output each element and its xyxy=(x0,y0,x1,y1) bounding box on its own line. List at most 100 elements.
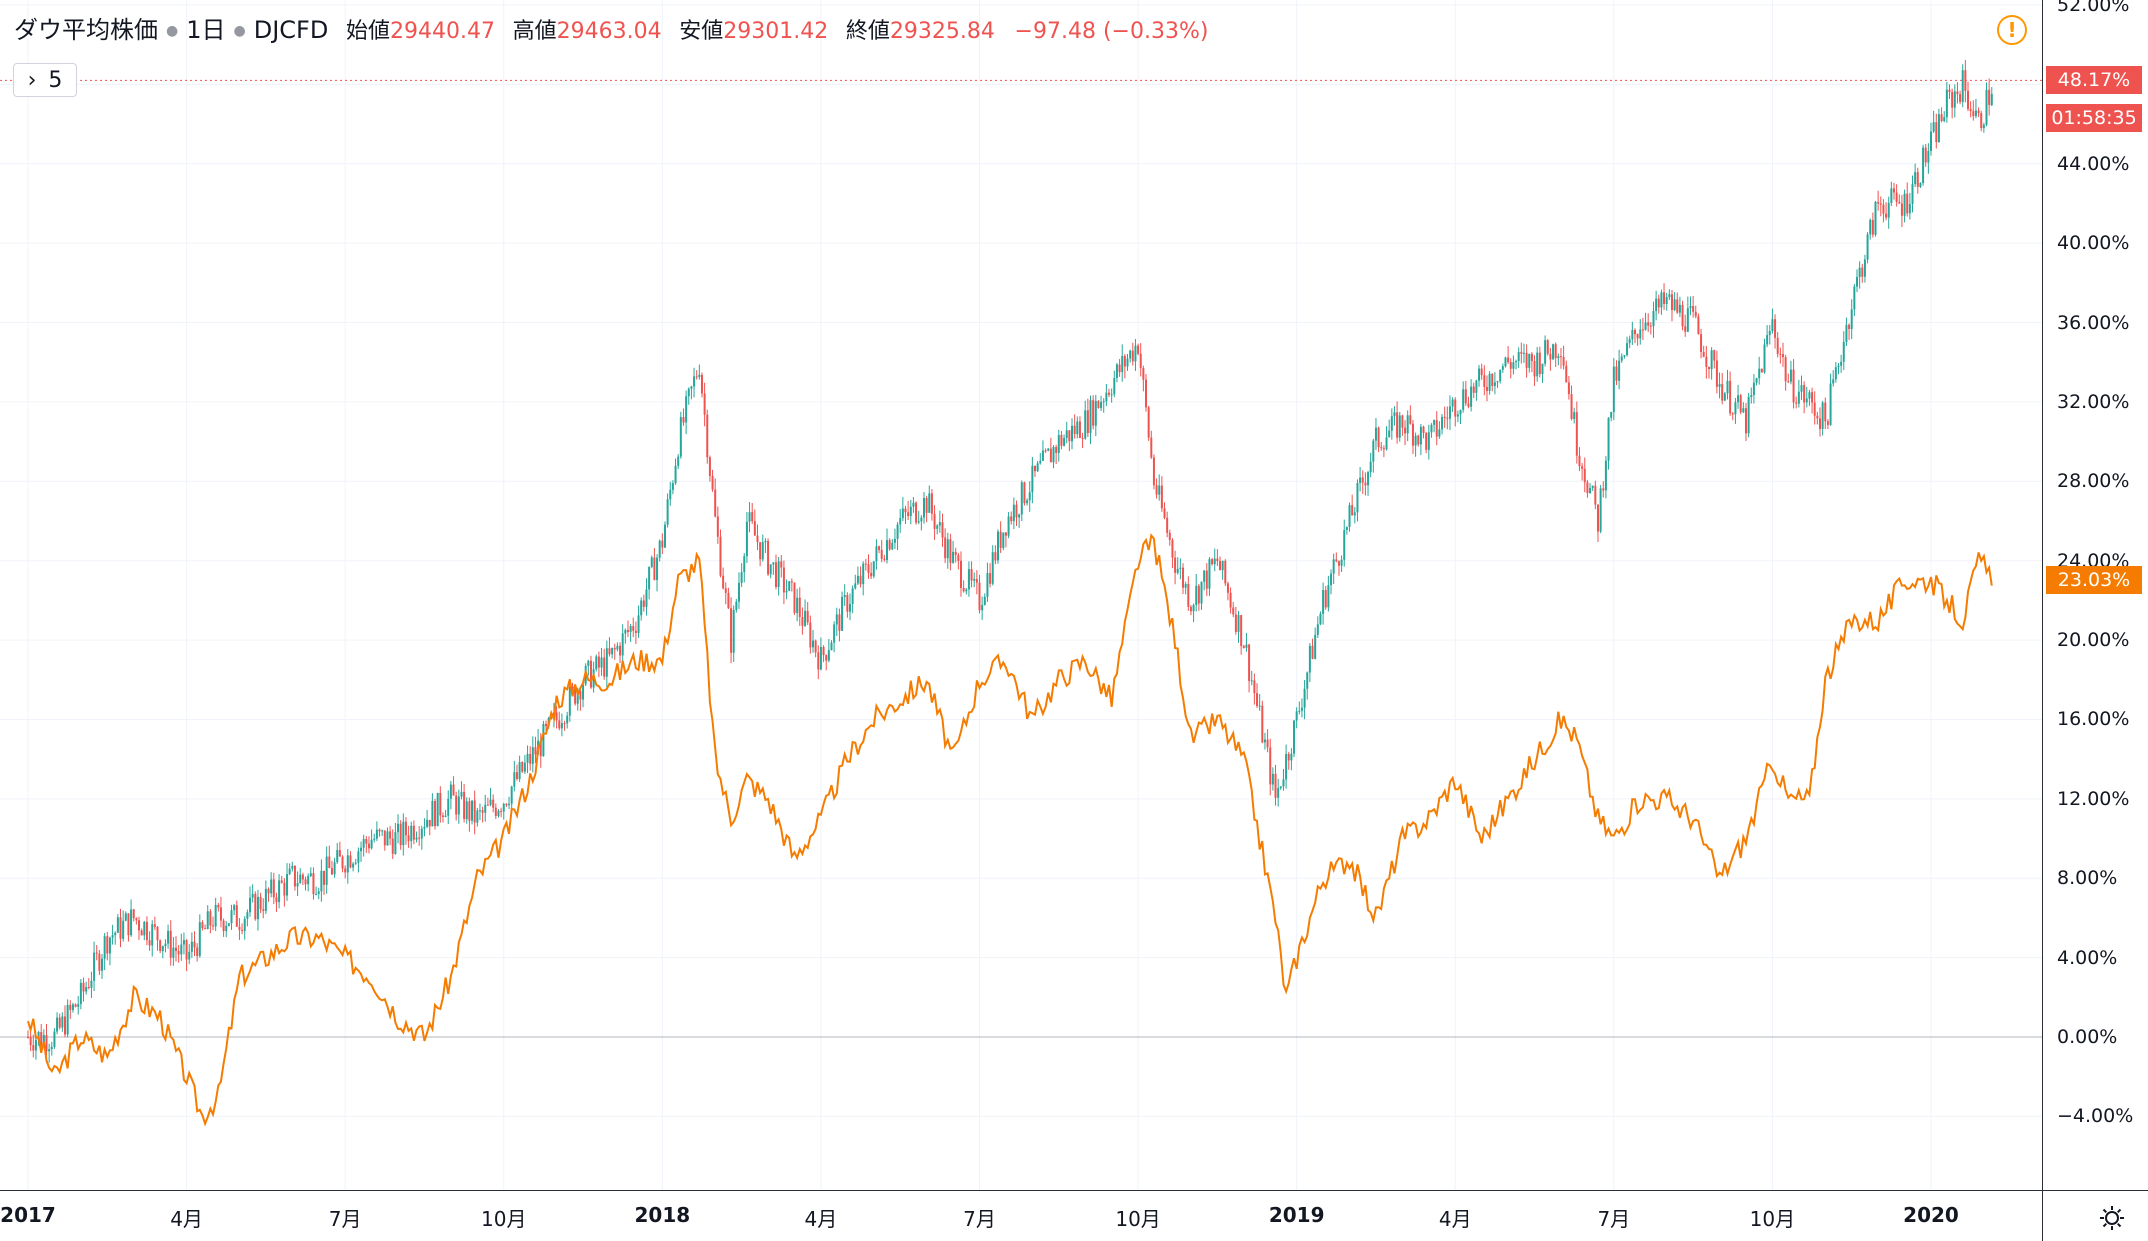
candle xyxy=(896,522,899,551)
warning-icon[interactable]: ! xyxy=(1997,15,2027,45)
candle xyxy=(241,923,244,935)
candle xyxy=(373,833,376,843)
price-chart[interactable] xyxy=(0,0,2042,1190)
candle xyxy=(127,913,130,942)
candle xyxy=(370,829,373,850)
candle xyxy=(161,945,164,959)
candle xyxy=(79,978,82,1010)
time-axis[interactable]: 2017 4月 7月 10月 2018 4月 7月 10月 2019 4月 7月 10月 2020 xyxy=(0,1190,2042,1241)
candle xyxy=(352,861,355,872)
candle xyxy=(1438,421,1441,439)
candle xyxy=(841,591,844,632)
candle xyxy=(447,790,450,825)
candle xyxy=(560,713,563,737)
candle xyxy=(1351,494,1354,516)
candle xyxy=(286,863,289,901)
candle xyxy=(1628,335,1631,349)
candle xyxy=(930,488,933,521)
candle xyxy=(193,931,196,957)
candle xyxy=(558,711,561,731)
candle xyxy=(262,898,265,919)
candle xyxy=(1485,375,1488,402)
candle xyxy=(1525,344,1528,378)
candle xyxy=(1451,397,1454,412)
candle xyxy=(912,497,915,513)
candle xyxy=(344,865,347,879)
candle xyxy=(1036,461,1039,473)
candle xyxy=(1171,538,1174,569)
candle xyxy=(1448,395,1451,431)
candle xyxy=(1504,356,1507,368)
candle xyxy=(1813,391,1816,425)
candle xyxy=(1232,601,1235,618)
candle xyxy=(1758,356,1761,385)
candle xyxy=(1663,283,1666,310)
candle xyxy=(1707,366,1710,379)
candle xyxy=(1353,507,1356,524)
legend-separator-dot: ● xyxy=(166,23,179,39)
change-value: −97.48 (−0.33%) xyxy=(1014,19,1209,44)
candle xyxy=(521,761,524,774)
candle xyxy=(597,651,600,678)
candle xyxy=(724,582,727,605)
candle xyxy=(394,823,397,855)
candle xyxy=(632,617,635,638)
candle xyxy=(838,608,841,642)
candle xyxy=(862,561,865,596)
candle xyxy=(293,865,296,891)
candle xyxy=(745,511,748,563)
candle xyxy=(441,812,444,823)
candle xyxy=(1205,563,1208,596)
candle xyxy=(1615,360,1618,386)
gear-icon[interactable] xyxy=(2099,1205,2125,1231)
candle xyxy=(431,793,434,827)
x-tick-label: 2018 xyxy=(634,1203,691,1227)
candle xyxy=(156,925,159,951)
candle xyxy=(1345,526,1348,535)
interval-label[interactable]: 1日 xyxy=(186,16,226,44)
candle xyxy=(848,593,851,621)
candle xyxy=(1670,289,1673,322)
candle xyxy=(1493,372,1496,395)
bar-countdown-label: 01:58:35 xyxy=(2046,104,2142,133)
candle xyxy=(1361,470,1364,494)
candlestick-series xyxy=(27,59,1993,1063)
candle xyxy=(1898,194,1901,204)
low-value: 29301.42 xyxy=(723,19,829,44)
candle xyxy=(822,645,825,663)
x-tick-label: 2019 xyxy=(1268,1203,1325,1227)
candle xyxy=(1406,410,1409,442)
candle xyxy=(1168,529,1171,546)
candle xyxy=(1911,175,1914,213)
indicator-collapse-button[interactable]: › 5 xyxy=(13,63,77,97)
candle xyxy=(973,572,976,588)
candle xyxy=(426,809,429,829)
chart-settings-corner[interactable] xyxy=(2042,1190,2148,1241)
candle xyxy=(93,941,96,992)
candle xyxy=(389,826,392,846)
candle xyxy=(534,736,537,764)
candle xyxy=(1842,331,1845,371)
candle xyxy=(225,921,228,938)
candle xyxy=(671,480,674,495)
candle xyxy=(1697,313,1700,335)
candle xyxy=(574,685,577,706)
candle xyxy=(1213,548,1216,572)
symbol-name[interactable]: ダウ平均株価 xyxy=(14,16,158,44)
candle xyxy=(624,628,627,644)
candle xyxy=(1512,355,1515,375)
candle xyxy=(111,924,114,945)
candle xyxy=(101,954,104,979)
y-tick-label: −4.00% xyxy=(2057,1105,2134,1128)
candle xyxy=(1549,347,1552,371)
candle xyxy=(114,931,117,945)
candle xyxy=(1287,751,1290,770)
legend-separator-dot: ● xyxy=(233,23,246,39)
candle xyxy=(439,786,442,823)
candle xyxy=(1327,575,1330,612)
candle xyxy=(1752,373,1755,404)
candle xyxy=(1340,555,1343,573)
candle xyxy=(1234,606,1237,635)
candle xyxy=(1145,374,1148,412)
price-axis[interactable]: 52.00%48.00%44.00%40.00%36.00%32.00%28.0… xyxy=(2042,0,2148,1190)
